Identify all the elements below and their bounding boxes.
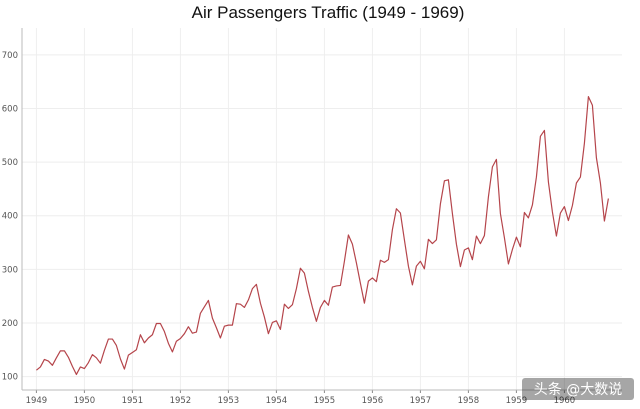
xtick-label-1950: 1950	[74, 396, 96, 406]
xtick-label-1956: 1956	[362, 396, 384, 406]
xtick-label-1953: 1953	[218, 396, 240, 406]
series-layer	[36, 96, 609, 376]
watermark-text: 头条 @大数说	[534, 381, 622, 398]
ytick-label-200: 200	[2, 319, 18, 329]
series-line-passengers	[36, 96, 609, 376]
xtick-label-1960: 1960	[554, 396, 576, 406]
axes	[21, 28, 622, 393]
xtick-label-1955: 1955	[314, 396, 336, 406]
ytick-label-300: 300	[2, 265, 18, 275]
watermark: 头条 @大数说	[522, 378, 634, 400]
ytick-label-400: 400	[2, 212, 18, 222]
xtick-label-1952: 1952	[170, 396, 192, 406]
tick-labels: 100 200 300 400 500 600 700 1949 1950 1951 1952 195…	[2, 51, 575, 406]
xtick-label-1958: 1958	[458, 396, 480, 406]
xtick-label-1949: 1949	[26, 396, 48, 406]
ytick-label-500: 500	[2, 158, 18, 168]
xtick-label-1959: 1959	[506, 396, 528, 406]
xtick-label-1957: 1957	[410, 396, 432, 406]
watermark-background	[522, 378, 634, 400]
xtick-label-1954: 1954	[266, 396, 288, 406]
ytick-label-100: 100	[2, 373, 18, 383]
plot-background	[22, 28, 622, 390]
ytick-label-700: 700	[2, 51, 18, 61]
grid-lines	[22, 28, 622, 390]
ytick-label-600: 600	[2, 104, 18, 114]
chart-title: Air Passengers Traffic (1949 - 1969)	[192, 3, 465, 22]
xtick-label-1951: 1951	[122, 396, 144, 406]
